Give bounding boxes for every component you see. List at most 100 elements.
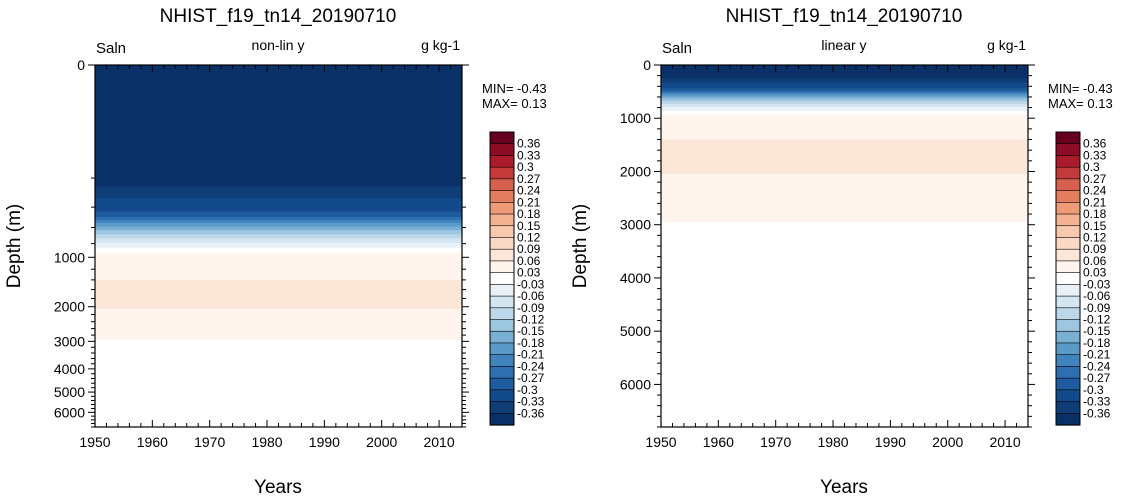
colorbar-swatch — [1055, 225, 1081, 239]
colorbar-swatch — [1055, 295, 1081, 309]
y-axis-label: Depth (m) — [570, 204, 591, 288]
contour-band-4 — [95, 216, 462, 221]
colorbar-label: -0.21 — [517, 348, 545, 362]
colorbar-label: 0.15 — [517, 219, 541, 233]
contour-band-11 — [95, 242, 462, 249]
y-tick-label: 0 — [77, 57, 85, 73]
colorbar-label: 0.09 — [1083, 242, 1107, 256]
colorbar-label: -0.15 — [1083, 324, 1111, 338]
colorbar-swatch — [489, 260, 515, 274]
colorbar-label: -0.09 — [1083, 301, 1111, 315]
colorbar-label: 0.36 — [517, 137, 541, 151]
contour-band-1 — [95, 186, 462, 199]
colorbar-label: 0.12 — [517, 230, 541, 244]
y-tick-label: 0 — [643, 57, 651, 73]
colorbar-swatch — [489, 284, 515, 297]
colorbar-swatch — [1055, 178, 1081, 192]
contour-band-0 — [95, 65, 462, 188]
contour-band-2 — [661, 82, 1028, 89]
chart-right: 1950 1960 1970 1980 1990 2000 2010 0 1000 2000 300… — [570, 6, 1113, 498]
colorbar-label: -0.12 — [517, 313, 545, 327]
colorbar-swatch — [1055, 342, 1081, 356]
colorbar-swatch — [489, 389, 515, 403]
x-tick-label: 2000 — [932, 434, 963, 450]
colorbar-label: 0.27 — [1083, 172, 1107, 186]
colorbar-label: -0.33 — [517, 395, 545, 409]
colorbar-swatch — [1055, 272, 1081, 285]
colorbar-label: 0.03 — [517, 266, 541, 280]
contour-band-5 — [661, 92, 1028, 95]
contour-band-5 — [95, 219, 462, 224]
colorbar-swatch — [1055, 202, 1081, 215]
x-tick-label: 1990 — [875, 434, 906, 450]
colorbar-label: -0.33 — [1083, 395, 1111, 409]
contour-band-16 — [95, 339, 462, 355]
contour-band-6 — [661, 94, 1028, 97]
colorbar-label: -0.36 — [517, 406, 545, 420]
colorbar-swatch — [489, 166, 515, 180]
colorbar-swatch — [1055, 143, 1081, 157]
y-tick-label: 2000 — [620, 163, 651, 179]
colorbar-swatch — [489, 190, 515, 203]
colorbar-swatch — [489, 401, 515, 414]
y-tick-label: 5000 — [54, 384, 85, 400]
y-tick-label: 6000 — [620, 376, 651, 392]
x-tick-label: 1970 — [760, 434, 791, 450]
contour-band-2 — [95, 198, 462, 213]
x-tick-label: 1950 — [645, 434, 676, 450]
contour-band-13 — [661, 114, 1028, 141]
colorbar-label: 0.03 — [1083, 266, 1107, 280]
y-tick-label: 4000 — [54, 361, 85, 377]
contour-band-15 — [95, 308, 462, 341]
contour-band-3 — [95, 211, 462, 218]
colorbar-label: 0.3 — [1083, 160, 1100, 174]
colorbar-swatch — [489, 225, 515, 239]
x-tick-label: 1960 — [703, 434, 734, 450]
colorbar-label: 0.33 — [1083, 148, 1107, 162]
colorbar-label: 0.36 — [1083, 137, 1107, 151]
colorbar-swatch — [1055, 131, 1081, 145]
colorbar-swatch — [1055, 366, 1081, 379]
colorbar-label: 0.3 — [517, 160, 534, 174]
max-label: MAX= 0.13 — [1048, 96, 1113, 111]
chart-title: NHIST_f19_tn14_20190710 — [726, 6, 963, 27]
units-label: g kg-1 — [421, 37, 460, 53]
y-tick-label: 2000 — [54, 299, 85, 315]
chart-title: NHIST_f19_tn14_20190710 — [160, 6, 397, 27]
variable-label: Saln — [96, 40, 126, 57]
colorbar-swatch — [489, 155, 515, 168]
contour-band-10 — [661, 103, 1028, 108]
colorbar-label: 0.21 — [1083, 195, 1107, 209]
colorbar-label: -0.24 — [517, 359, 545, 373]
colorbar-swatch — [489, 412, 515, 426]
x-tick-label: 1980 — [817, 434, 848, 450]
colorbar-frame — [489, 131, 515, 426]
y-tick-label: 1000 — [620, 110, 651, 126]
colorbar-label: -0.3 — [517, 383, 538, 397]
colorbar-swatch — [1055, 155, 1081, 168]
colorbar-swatch — [1055, 330, 1081, 344]
x-tick-label: 1950 — [79, 434, 110, 450]
x-tick-label: 2010 — [423, 434, 454, 450]
colorbar-swatch — [1055, 377, 1081, 391]
left-panel: 1950 1960 1970 1980 1990 2000 2010 0 1000 2000 300… — [4, 6, 547, 498]
scale-label: linear y — [821, 37, 866, 53]
colorbar-swatch — [489, 366, 515, 379]
contour-band-8 — [95, 230, 462, 235]
colorbar-label: 0.09 — [517, 242, 541, 256]
colorbar-swatch — [489, 342, 515, 356]
colorbar-swatch — [1055, 248, 1081, 262]
colorbar-label: -0.3 — [1083, 383, 1104, 397]
colorbar-swatch — [1055, 412, 1081, 426]
contour-band-16 — [661, 222, 1028, 250]
y-tick-label: 3000 — [620, 217, 651, 233]
colorbar-swatch — [1055, 190, 1081, 203]
y-tick-label: 1000 — [54, 249, 85, 265]
contour-band-3 — [661, 88, 1028, 92]
contour-band-1 — [661, 78, 1028, 84]
contour-band-8 — [661, 98, 1028, 102]
colorbar-label: -0.09 — [517, 301, 545, 315]
colorbar-swatch — [489, 377, 515, 391]
y-tick-label: 4000 — [620, 270, 651, 286]
contour-band-12 — [661, 110, 1028, 116]
